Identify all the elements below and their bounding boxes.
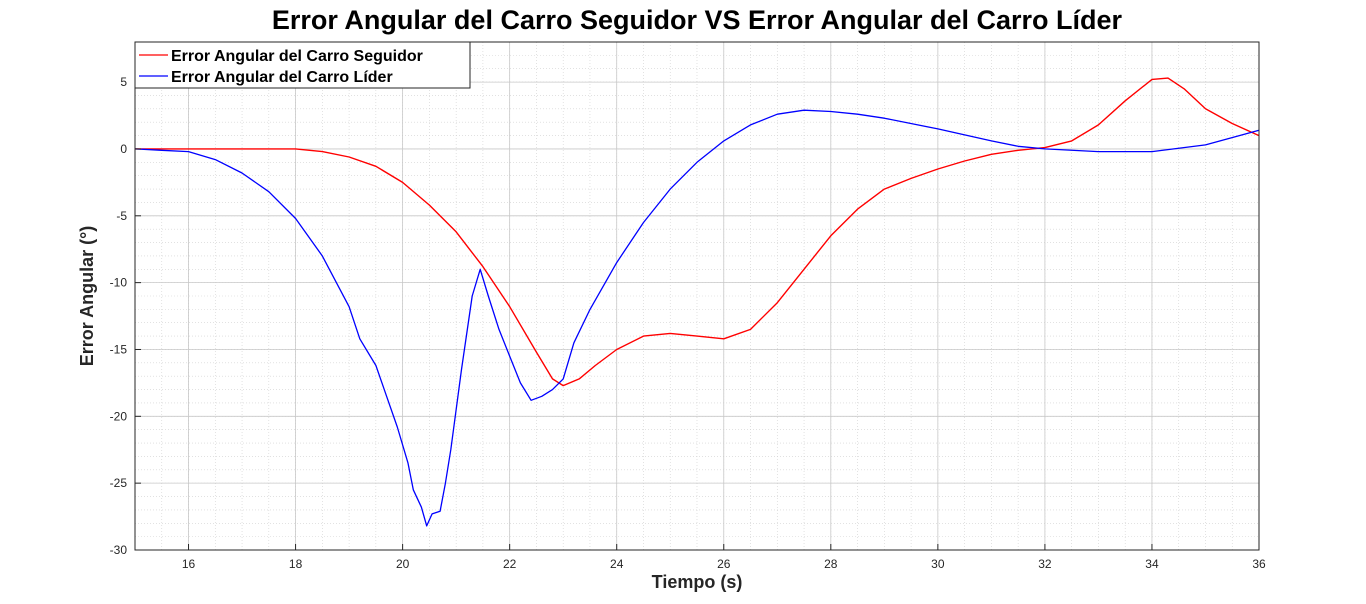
x-tick-label: 30 — [931, 557, 945, 571]
y-tick-label: -15 — [110, 342, 128, 356]
x-tick-label: 32 — [1038, 557, 1052, 571]
legend-box — [134, 41, 471, 89]
chart-title: Error Angular del Carro Seguidor VS Erro… — [272, 5, 1123, 35]
y-tick-label: 0 — [120, 142, 127, 156]
y-tick-label: -25 — [110, 476, 128, 490]
y-axis-label: Error Angular (°) — [77, 226, 97, 367]
x-tick-label: 24 — [610, 557, 624, 571]
legend-label-lider: Error Angular del Carro Líder — [171, 69, 393, 86]
x-tick-label: 18 — [289, 557, 303, 571]
x-tick-label: 20 — [396, 557, 410, 571]
x-axis-ticks: 16 18 20 22 24 26 28 30 32 34 36 — [182, 544, 1266, 571]
series-layer — [134, 77, 1260, 527]
legend: Error Angular del Carro Seguidor Error A… — [134, 41, 471, 89]
legend-label-seguidor: Error Angular del Carro Seguidor — [171, 48, 423, 65]
y-tick-label: -10 — [110, 276, 128, 290]
y-axis-ticks: 5 0 -5 -10 -15 -20 -25 -30 — [110, 75, 141, 557]
series-line-seguidor — [135, 77, 1260, 387]
y-tick-label: -30 — [110, 543, 128, 557]
x-tick-label: 28 — [824, 557, 838, 571]
y-tick-label: -5 — [116, 209, 127, 223]
y-tick-label: 5 — [120, 75, 127, 89]
series-line-lider — [134, 109, 1260, 527]
x-tick-label: 16 — [182, 557, 196, 571]
x-tick-label: 36 — [1252, 557, 1266, 571]
x-tick-label: 26 — [717, 557, 731, 571]
x-axis-label: Tiempo (s) — [652, 572, 743, 592]
x-tick-label: 34 — [1145, 557, 1159, 571]
plot-frame — [134, 41, 1260, 551]
x-tick-label: 22 — [503, 557, 517, 571]
y-tick-label: -20 — [110, 409, 128, 423]
